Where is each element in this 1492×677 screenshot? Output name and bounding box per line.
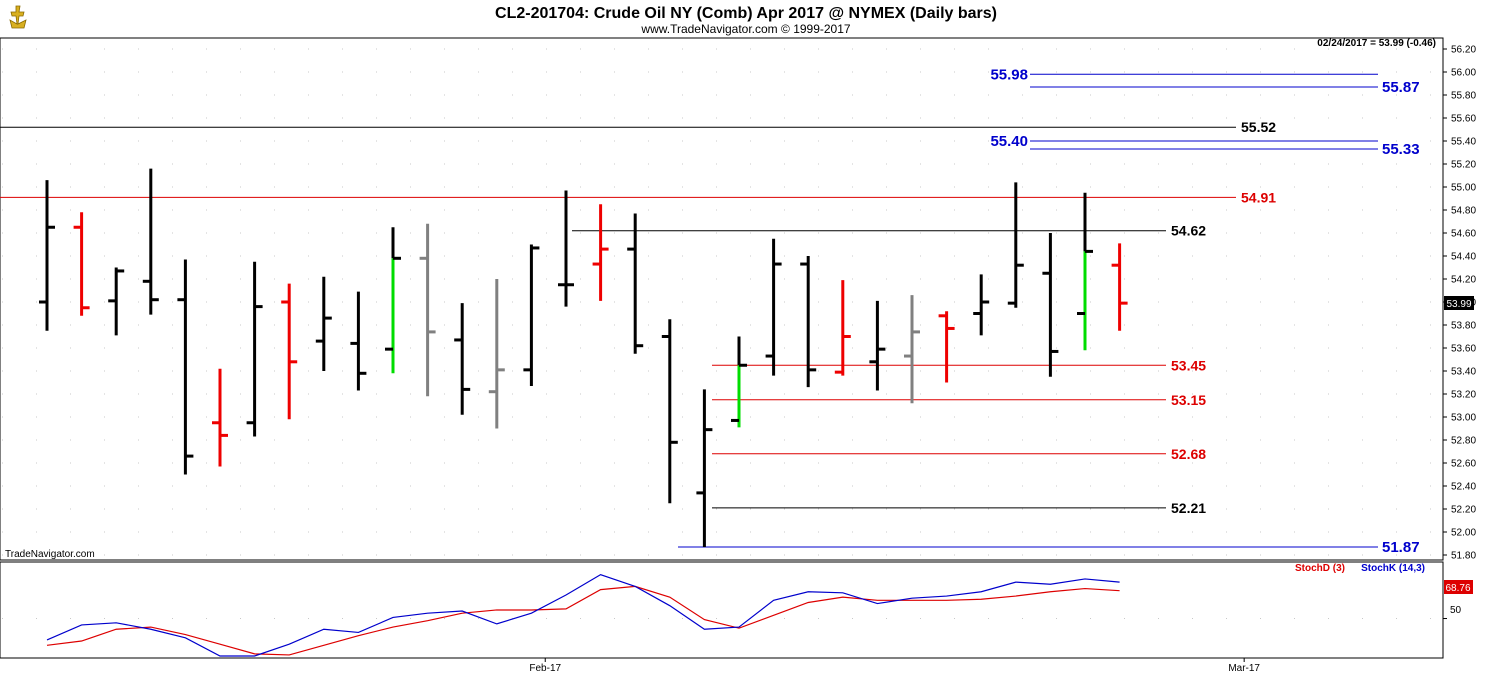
y-tick-label: 53.00 <box>1451 413 1476 424</box>
chart-title: CL2-201704: Crude Oil NY (Comb) Apr 2017… <box>495 5 997 22</box>
y-tick-label: 55.20 <box>1451 160 1476 171</box>
level-label-55.98: 55.98 <box>990 66 1028 83</box>
level-label-54.91: 54.91 <box>1241 189 1276 205</box>
ohlc-bar <box>558 190 574 307</box>
level-label-52.68: 52.68 <box>1171 446 1206 462</box>
y-tick-label: 52.60 <box>1451 459 1476 470</box>
ohlc-bars <box>39 168 1128 547</box>
ohlc-bar <box>1007 182 1024 308</box>
last-quote: 02/24/2017 = 53.99 (-0.46) <box>1317 38 1436 49</box>
ohlc-bar <box>454 303 471 415</box>
y-tick-label: 51.80 <box>1451 551 1476 562</box>
ohlc-bar <box>973 274 990 336</box>
stochK-line <box>46 573 1120 657</box>
svg-text:68.76: 68.76 <box>1445 583 1470 594</box>
level-label-53.45: 53.45 <box>1171 357 1206 373</box>
price-axis: 56.20 56.00 55.80 55.60 55.40 55.20 55.00 54.80… <box>1443 45 1476 562</box>
ohlc-bar <box>177 259 194 475</box>
ohlc-bar <box>246 261 263 437</box>
price-pane <box>0 37 1444 561</box>
ohlc-bar <box>765 238 782 376</box>
y-tick-label: 56.20 <box>1451 45 1476 56</box>
y-tick-label: 55.40 <box>1451 137 1476 148</box>
ohlc-bar <box>350 291 367 391</box>
ohlc-bar <box>315 276 332 371</box>
y-tick-label: 54.20 <box>1451 275 1476 286</box>
ohlc-bar <box>800 256 817 388</box>
level-label-51.87: 51.87 <box>1382 539 1420 556</box>
y-tick-label: 54.80 <box>1451 206 1476 217</box>
ohlc-bar <box>938 311 955 383</box>
y-tick-label: 54.60 <box>1451 229 1476 240</box>
ohlc-bar <box>419 223 436 397</box>
ohlc-bar <box>1077 192 1093 351</box>
svg-text:53.99: 53.99 <box>1446 299 1471 310</box>
chart-subtitle: www.TradeNavigator.com © 1999-2017 <box>640 22 850 36</box>
ohlc-bar <box>731 336 747 428</box>
y-tick-label: 52.40 <box>1451 482 1476 493</box>
y-tick-label: 52.00 <box>1451 528 1476 539</box>
ohlc-bar <box>627 213 644 354</box>
watermark: TradeNavigator.com <box>5 549 95 560</box>
ohlc-bar <box>1042 233 1059 377</box>
ohlc-bar <box>904 295 920 404</box>
level-label-55.52: 55.52 <box>1241 119 1276 135</box>
ohlc-bar <box>212 368 228 467</box>
level-label-55.87: 55.87 <box>1382 79 1420 96</box>
y-tick-label: 55.60 <box>1451 114 1476 125</box>
ohlc-bar <box>385 227 401 374</box>
ohlc-bar <box>696 389 713 547</box>
y-tick-label: 53.20 <box>1451 390 1476 401</box>
ohlc-bar <box>834 280 851 376</box>
ohlc-bar <box>142 168 159 315</box>
y-tick-label: 53.40 <box>1451 367 1476 378</box>
date-axis: Feb-17 Mar-17 <box>529 658 1260 674</box>
level-label-55.40: 55.40 <box>990 133 1028 150</box>
stochK-legend: StochK (14,3) <box>1361 563 1425 574</box>
ohlc-bar <box>1111 243 1128 331</box>
y-tick-label: 53.80 <box>1451 321 1476 332</box>
x-tick-label: Feb-17 <box>529 663 561 674</box>
current-price-box: 53.99 <box>1444 296 1474 310</box>
ohlc-bar <box>281 283 298 420</box>
y-tick-label: 56.00 <box>1451 68 1476 79</box>
ohlc-bar <box>108 267 125 336</box>
stoch-pane <box>0 561 1444 659</box>
level-label-53.15: 53.15 <box>1171 392 1206 408</box>
stochD-line <box>46 585 1120 656</box>
level-label-55.33: 55.33 <box>1382 141 1420 158</box>
ohlc-bar <box>661 319 678 504</box>
stoch-tick-50: 50 <box>1450 605 1462 616</box>
level-label-52.21: 52.21 <box>1171 500 1206 516</box>
ohlc-bar <box>73 212 90 316</box>
y-tick-label: 52.80 <box>1451 436 1476 447</box>
stochD-legend: StochD (3) <box>1295 563 1345 574</box>
y-tick-label: 54.40 <box>1451 252 1476 263</box>
ohlc-bar <box>39 180 55 331</box>
stochastic-indicator <box>2 573 1447 657</box>
ohlc-bar <box>488 279 505 429</box>
ohlc-bar <box>523 244 540 386</box>
ohlc-bar <box>592 204 609 301</box>
y-tick-label: 55.00 <box>1451 183 1476 194</box>
y-tick-label: 55.80 <box>1451 91 1476 102</box>
stoch-current-box: 68.76 <box>1444 580 1473 594</box>
ohlc-bar <box>869 300 886 391</box>
price-levels: 55.98 55.87 55.52 55.40 55.33 54.91 54.62 53.45… <box>0 66 1420 556</box>
level-label-54.62: 54.62 <box>1171 223 1206 239</box>
y-tick-label: 52.20 <box>1451 505 1476 516</box>
logo-icon <box>9 5 27 29</box>
x-tick-label: Mar-17 <box>1228 663 1260 674</box>
y-tick-label: 53.60 <box>1451 344 1476 355</box>
